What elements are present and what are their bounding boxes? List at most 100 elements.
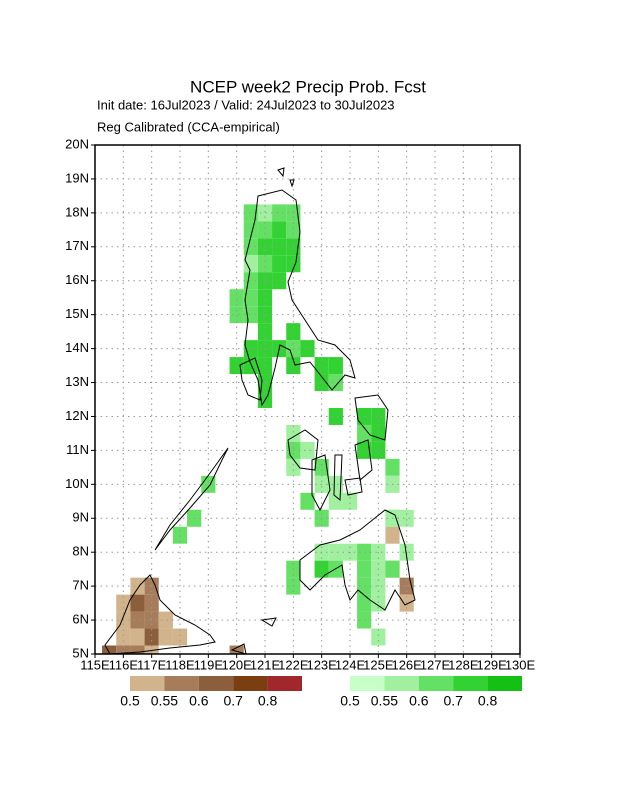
y-tick-label: 8N	[72, 544, 89, 559]
grid-cell	[130, 594, 145, 612]
x-tick-label: 129E	[476, 657, 507, 672]
coastline	[311, 454, 331, 512]
grid-cell	[286, 255, 301, 273]
grid-cell	[399, 509, 414, 527]
colorbar-box	[487, 676, 522, 691]
grid-cell	[272, 255, 287, 273]
colorbar-label: 0.6	[409, 693, 429, 709]
x-tick-label: 124E	[335, 657, 366, 672]
plot-frame	[94, 144, 521, 655]
y-tick-label: 6N	[72, 612, 89, 627]
grid-cell	[144, 594, 159, 612]
y-tick-label: 15N	[65, 306, 89, 321]
grid-cell	[328, 543, 343, 561]
y-tick-label: 13N	[65, 374, 89, 389]
grid-cell	[257, 255, 273, 273]
x-tick-label: 116E	[109, 657, 139, 672]
coastline	[154, 447, 229, 551]
colorbar-label: 0.6	[189, 693, 209, 709]
coastlines	[104, 167, 416, 654]
colorbar-box	[130, 676, 165, 691]
coastline	[299, 509, 416, 611]
grid-cell	[257, 221, 273, 239]
grid-cell	[328, 357, 343, 375]
coastline	[333, 454, 343, 502]
colorbar-box	[164, 676, 199, 691]
x-tick-label: 127E	[420, 657, 451, 672]
y-tick-label: 5N	[72, 645, 89, 660]
grid-cell	[272, 272, 287, 290]
chart-title: NCEP week2 Precip Prob. Fcst	[190, 77, 426, 96]
y-tick-label: 17N	[65, 238, 89, 253]
grid-cell	[257, 323, 273, 341]
coastline	[230, 167, 295, 654]
grid-cell	[158, 628, 173, 646]
grid-cell	[357, 560, 372, 578]
grid-cell	[144, 628, 159, 646]
y-tick-label: 11N	[66, 442, 89, 457]
colorbar-box	[233, 676, 268, 691]
colorbar-label: 0.5	[120, 693, 140, 709]
y-tick-label: 12N	[65, 408, 89, 423]
x-tick-label: 130E	[505, 657, 536, 672]
x-tick-label: 117E	[137, 657, 167, 672]
grid-cell	[357, 611, 372, 629]
colorbar-box	[384, 676, 419, 691]
grid-cell	[144, 645, 159, 654]
colorbar-label: 0.8	[258, 693, 278, 709]
x-tick-label: 119E	[194, 657, 224, 672]
grid-cell	[286, 458, 301, 476]
grid-cell	[116, 628, 131, 646]
grid-cell	[130, 628, 145, 646]
grid-cell	[328, 407, 343, 425]
grid-cell	[243, 221, 258, 239]
y-tick-label: 19N	[65, 170, 89, 185]
grid-cell	[357, 424, 372, 442]
grid-cell	[229, 306, 244, 324]
grid-cell	[229, 645, 244, 654]
grid-cell	[371, 424, 386, 442]
coastline	[354, 439, 373, 481]
grid-cell	[328, 492, 343, 510]
grid-cell	[130, 645, 145, 654]
grid-cell	[257, 289, 273, 307]
grid-cell	[371, 441, 386, 459]
y-tick-label: 14N	[65, 340, 89, 355]
grid-cell	[172, 526, 188, 544]
grid-cell	[272, 204, 287, 222]
colorbar-label: 0.55	[371, 693, 398, 709]
grid-cell	[399, 594, 414, 612]
grid-cell	[328, 374, 343, 392]
grid-cell	[272, 221, 287, 239]
x-tick-label: 122E	[278, 657, 309, 672]
colorbar-label: 0.7	[443, 693, 463, 709]
grid-cell	[385, 458, 400, 476]
coastline	[244, 189, 356, 407]
coastline	[287, 429, 319, 471]
x-tick-label: 123E	[306, 657, 337, 672]
x-tick-label: 120E	[221, 657, 252, 672]
grid-cell	[243, 204, 258, 222]
colorbar-label: 0.55	[151, 693, 178, 709]
grid-cell	[102, 645, 117, 654]
grid-cell	[357, 543, 372, 561]
x-tick-label: 118E	[165, 657, 195, 672]
annotation: Reg Calibrated (CCA-empirical)	[97, 119, 280, 134]
colorbar-box	[198, 676, 234, 691]
grid-cell	[300, 441, 315, 459]
grid-cell	[385, 526, 400, 544]
grid-cell	[116, 645, 131, 654]
grid-cell	[243, 289, 258, 307]
grid-cell	[272, 238, 287, 256]
grid-cell	[371, 407, 386, 425]
x-tick-label: 115E	[80, 657, 110, 672]
grid-cell	[385, 560, 400, 578]
grid-cell	[357, 577, 372, 595]
y-tick-label: 18N	[65, 204, 89, 219]
grid-cell	[257, 306, 273, 324]
grid-cell	[243, 255, 258, 273]
grid-cell	[130, 577, 145, 595]
grid-cell	[314, 458, 329, 476]
colorbar-label: 0.5	[340, 693, 360, 709]
